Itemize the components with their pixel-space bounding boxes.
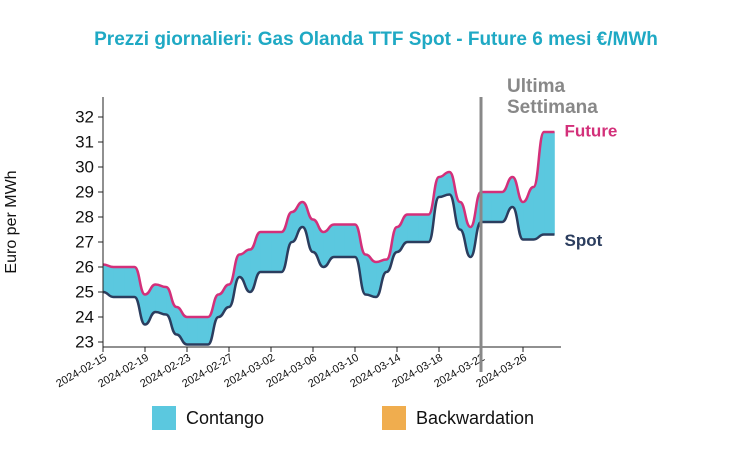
series-label: Spot — [565, 231, 603, 250]
spread-fill — [344, 224, 356, 258]
y-tick-label: 27 — [75, 232, 94, 251]
legend-swatch — [382, 406, 406, 430]
y-axis-label: Euro per MWh — [3, 170, 20, 273]
legend-swatch — [152, 406, 176, 430]
legend-label: Contango — [186, 408, 264, 428]
y-tick-label: 23 — [75, 332, 94, 351]
y-tick-label: 31 — [75, 132, 94, 151]
spread-fill — [407, 214, 419, 243]
spread-fill — [186, 316, 198, 345]
spread-fill — [155, 284, 167, 315]
series-label: Future — [565, 121, 618, 140]
y-tick-label: 26 — [75, 257, 94, 276]
spread-fill — [543, 131, 555, 235]
legend-label: Backwardation — [416, 408, 534, 428]
spread-fill — [375, 259, 387, 298]
spread-fill — [270, 231, 282, 273]
annotation: Settimana — [507, 97, 598, 118]
y-tick-label: 30 — [75, 157, 94, 176]
spread-fill — [333, 224, 345, 258]
y-tick-label: 25 — [75, 282, 94, 301]
spread-fill — [113, 266, 125, 298]
spread-fill — [417, 214, 429, 243]
y-tick-label: 28 — [75, 207, 94, 226]
chart-title: Prezzi giornalieri: Gas Olanda TTF Spot … — [94, 29, 658, 50]
y-tick-label: 32 — [75, 107, 94, 126]
spread-fill — [480, 191, 492, 223]
spread-fill — [491, 191, 503, 223]
y-tick-label: 29 — [75, 182, 94, 201]
y-tick-label: 24 — [75, 307, 94, 326]
spread-fill — [260, 231, 272, 273]
spread-fill — [197, 316, 209, 345]
spread-fill — [123, 266, 135, 298]
series-line — [102, 130, 555, 319]
annotation: Ultima — [507, 76, 566, 97]
